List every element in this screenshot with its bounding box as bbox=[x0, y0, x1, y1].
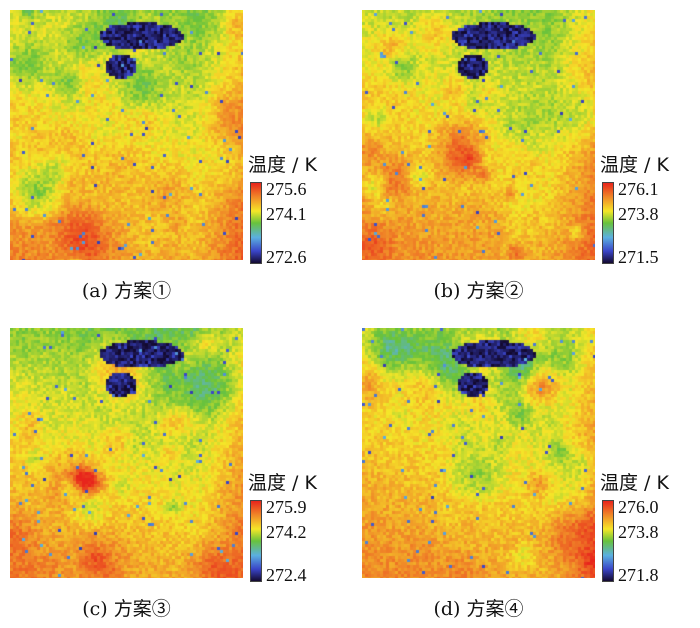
panel-c: 温度 / K 275.9 274.2 272.4 (c) 方案③ bbox=[0, 318, 348, 628]
panel-caption: (c) 方案③ bbox=[82, 598, 171, 620]
colorbar-max-label: 276.1 bbox=[618, 179, 659, 199]
colorbar bbox=[250, 500, 262, 582]
colorbar-mid-label: 273.8 bbox=[618, 204, 659, 224]
colorbar bbox=[602, 182, 614, 264]
temperature-map-b bbox=[362, 10, 595, 260]
panel-b: 温度 / K 276.1 273.8 271.5 (b) 方案② bbox=[352, 0, 700, 310]
colorbar bbox=[250, 182, 262, 264]
colorbar-min-label: 272.6 bbox=[266, 247, 307, 267]
panel-caption: (d) 方案④ bbox=[433, 598, 524, 620]
legend-title: 温度 / K bbox=[600, 154, 669, 176]
panel-caption: (a) 方案① bbox=[81, 280, 172, 302]
temperature-map-c bbox=[10, 328, 243, 578]
temperature-map-d bbox=[362, 328, 595, 578]
colorbar-min-label: 272.4 bbox=[266, 565, 307, 585]
temperature-map-a bbox=[10, 10, 243, 260]
panel-a: 温度 / K 275.6 274.1 272.6 (a) 方案① bbox=[0, 0, 348, 310]
colorbar-max-label: 276.0 bbox=[618, 497, 659, 517]
colorbar-max-label: 275.6 bbox=[266, 179, 307, 199]
colorbar-mid-label: 274.2 bbox=[266, 522, 307, 542]
colorbar-min-label: 271.8 bbox=[618, 565, 659, 585]
colorbar-min-label: 271.5 bbox=[618, 247, 659, 267]
colorbar-max-label: 275.9 bbox=[266, 497, 307, 517]
legend-title: 温度 / K bbox=[248, 154, 317, 176]
legend-title: 温度 / K bbox=[248, 472, 317, 494]
colorbar-mid-label: 274.1 bbox=[266, 204, 307, 224]
colorbar bbox=[602, 500, 614, 582]
panel-caption: (b) 方案② bbox=[433, 280, 524, 302]
panel-d: 温度 / K 276.0 273.8 271.8 (d) 方案④ bbox=[352, 318, 700, 628]
colorbar-mid-label: 273.8 bbox=[618, 522, 659, 542]
legend-title: 温度 / K bbox=[600, 472, 669, 494]
